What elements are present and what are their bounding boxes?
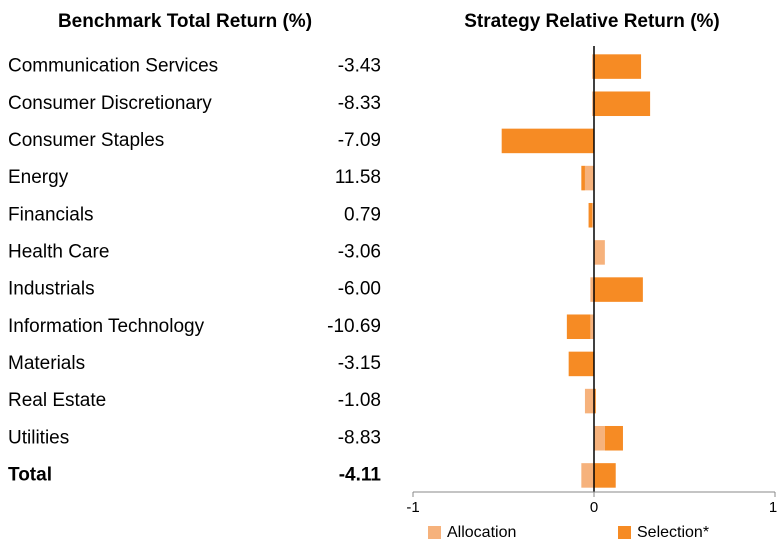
- benchmark-value: -8.83: [338, 427, 381, 448]
- bar-segment: [594, 91, 651, 117]
- category-label: Real Estate: [8, 390, 106, 411]
- bar-segment: [592, 91, 594, 117]
- bar-segment: [566, 314, 591, 340]
- benchmark-value: -10.69: [327, 316, 381, 337]
- bar-segment: [592, 54, 594, 79]
- x-tick-label: 1: [769, 499, 777, 516]
- bar-segment: [588, 202, 593, 228]
- bar-segment: [592, 202, 594, 228]
- bar-segment: [581, 463, 594, 488]
- legend-label: Selection*: [637, 524, 709, 541]
- legend-swatch: [618, 526, 631, 539]
- bar-segment: [584, 165, 594, 191]
- bar-segment: [501, 128, 594, 154]
- bar-segment: [594, 463, 616, 488]
- category-label: Consumer Staples: [8, 130, 164, 151]
- category-label: Energy: [8, 167, 69, 188]
- x-tick-label: 0: [590, 499, 598, 516]
- category-label: Financials: [8, 204, 94, 225]
- benchmark-value: -7.09: [338, 130, 381, 151]
- bar-segment: [594, 425, 605, 451]
- bar-segment: [590, 277, 594, 302]
- category-label: Utilities: [8, 427, 69, 448]
- category-label: Communication Services: [8, 56, 218, 77]
- benchmark-value: -3.06: [338, 241, 381, 262]
- bar-segment: [581, 165, 585, 191]
- category-label: Industrials: [8, 279, 95, 300]
- category-label: Health Care: [8, 241, 109, 262]
- legend-label: Allocation: [447, 524, 516, 541]
- bar-segment: [594, 54, 642, 79]
- category-label: Total: [8, 464, 52, 485]
- table-title: Benchmark Total Return (%): [58, 11, 312, 32]
- category-label: Information Technology: [8, 316, 205, 337]
- benchmark-value: 0.79: [344, 204, 381, 225]
- benchmark-value: -6.00: [338, 279, 381, 300]
- benchmark-value: 11.58: [335, 167, 381, 188]
- bar-segment: [604, 425, 623, 451]
- benchmark-value: -8.33: [338, 93, 381, 114]
- x-tick-label: -1: [406, 499, 419, 516]
- bar-segment: [590, 314, 594, 340]
- bar-segment: [594, 277, 643, 302]
- category-label: Materials: [8, 353, 85, 374]
- bar-segment: [568, 351, 594, 377]
- benchmark-value: -1.08: [338, 390, 381, 411]
- benchmark-value: -3.15: [338, 353, 381, 374]
- legend-swatch: [428, 526, 441, 539]
- category-label: Consumer Discretionary: [8, 93, 212, 114]
- chart-title: Strategy Relative Return (%): [464, 11, 720, 32]
- bar-segment: [584, 388, 594, 414]
- benchmark-value: -4.11: [339, 464, 382, 485]
- bar-segment: [594, 240, 605, 265]
- benchmark-value: -3.43: [338, 56, 381, 77]
- bar-segment: [594, 388, 596, 414]
